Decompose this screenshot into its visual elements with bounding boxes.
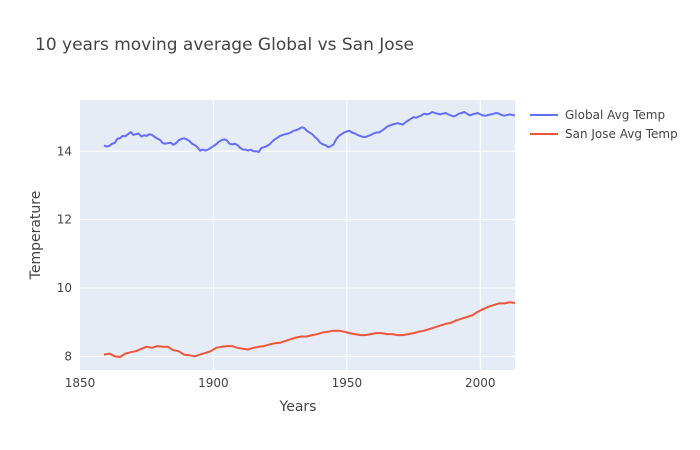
x-tick-label: 1900: [198, 376, 229, 390]
series-line-2: [103, 301, 516, 358]
x-axis-label: Years: [279, 399, 317, 415]
legend-label-1: Global Avg Temp: [565, 108, 665, 122]
x-tick-label: 2000: [465, 376, 496, 390]
x-tick-label: 1950: [332, 376, 363, 390]
legend-label-2: San Jose Avg Temp: [565, 127, 678, 141]
y-axis-label: Temperature: [28, 191, 44, 281]
plot-background: [80, 100, 515, 370]
series-line-1: [103, 111, 516, 153]
y-tick-label: 12: [57, 213, 72, 227]
x-tick-label: 1850: [65, 376, 96, 390]
chart-title: 10 years moving average Global vs San Jo…: [35, 35, 414, 55]
y-tick-label: 10: [57, 281, 72, 295]
y-tick-label: 8: [64, 349, 72, 363]
legend: Global Avg Temp San Jose Avg Temp: [530, 108, 678, 141]
y-tick-label: 14: [57, 144, 72, 158]
